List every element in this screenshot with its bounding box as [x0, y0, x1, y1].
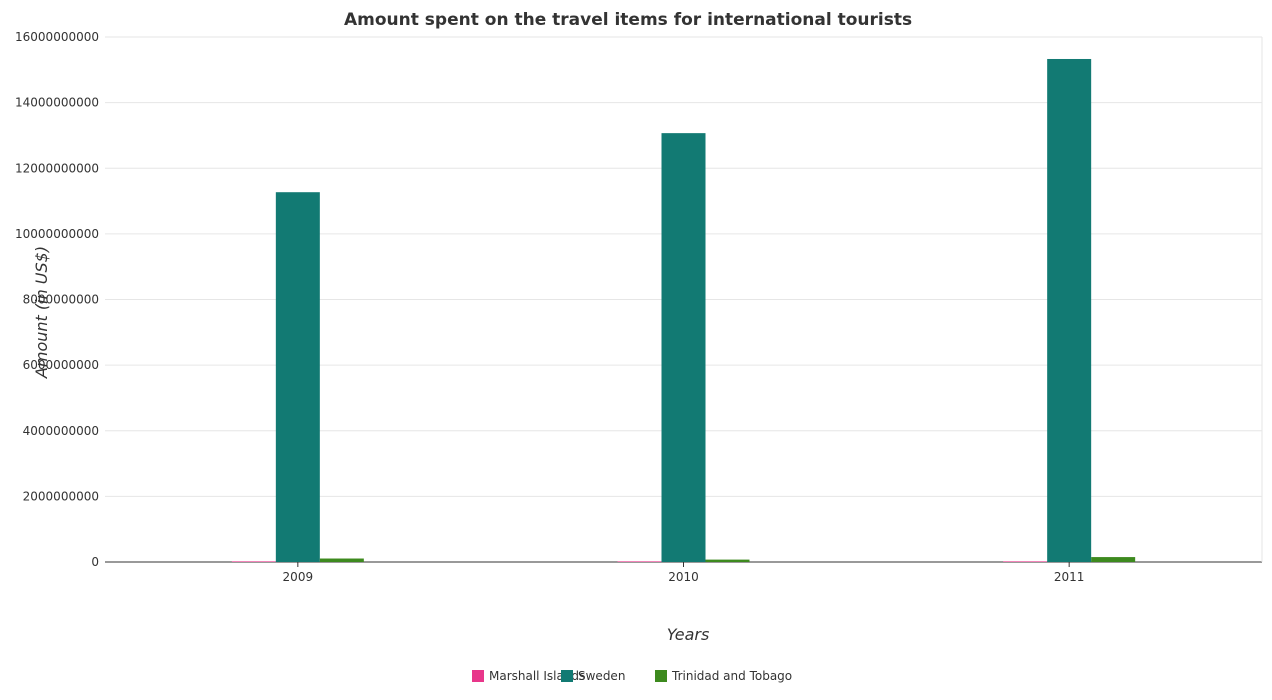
bar-trinidad-and-tobago-2009 — [319, 558, 364, 562]
x-ticks: 2009 2010 2011 — [283, 562, 1085, 584]
bar-sweden-2011 — [1047, 58, 1092, 562]
legend-swatch — [472, 670, 484, 682]
y-tick-label: 16000000000 — [15, 30, 99, 44]
bar-sweden-2009 — [275, 192, 320, 562]
x-tick-label: 2009 — [283, 570, 314, 584]
bar-trinidad-and-tobago-2010 — [705, 559, 750, 562]
x-tick-label: 2011 — [1054, 570, 1085, 584]
y-tick-label: 2000000000 — [23, 489, 99, 503]
x-tick-label: 2010 — [668, 570, 699, 584]
y-tick-label: 8000000000 — [23, 293, 99, 307]
bar-marshall-islands-2009 — [231, 561, 276, 562]
y-axis-label: Amount (in US$) — [32, 246, 51, 379]
y-tick-label: 4000000000 — [23, 424, 99, 438]
y-tick-label: 6000000000 — [23, 358, 99, 372]
bar-marshall-islands-2011 — [1003, 561, 1048, 562]
bars — [231, 58, 1136, 562]
legend-label: Sweden — [578, 669, 625, 683]
chart-title: Amount spent on the travel items for int… — [344, 10, 912, 30]
bar-sweden-2010 — [661, 133, 706, 562]
bar-trinidad-and-tobago-2011 — [1091, 557, 1136, 562]
legend-label: Trinidad and Tobago — [671, 669, 792, 683]
bar-marshall-islands-2010 — [617, 561, 662, 562]
x-axis-label: Years — [667, 625, 710, 644]
legend-swatch — [561, 670, 573, 682]
y-tick-label: 14000000000 — [15, 96, 99, 110]
y-tick-label: 12000000000 — [15, 161, 99, 175]
y-tick-label: 10000000000 — [15, 227, 99, 241]
legend-swatch — [655, 670, 667, 682]
y-tick-label: 0 — [91, 555, 99, 569]
y-ticks: 0 2000000000 4000000000 6000000000 800000000… — [15, 30, 99, 569]
